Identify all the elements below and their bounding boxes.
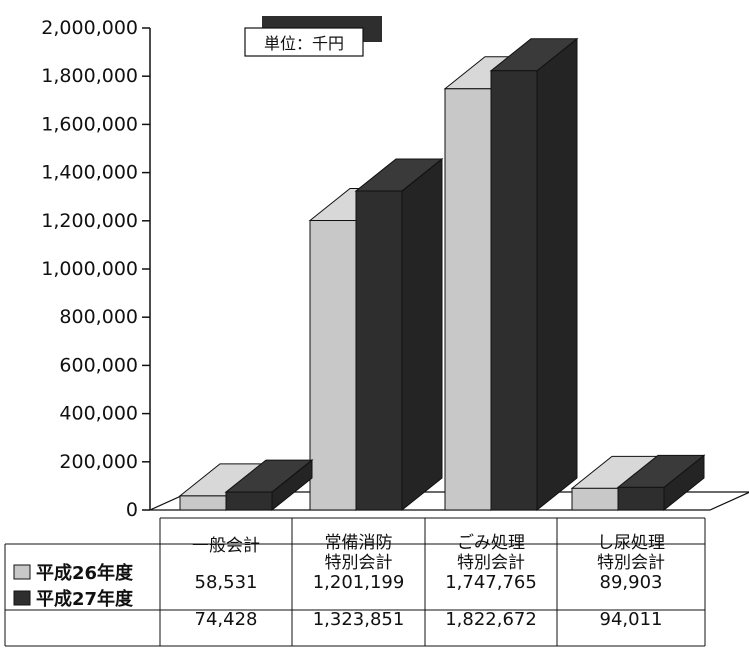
value-label: 1,323,851 <box>313 609 405 630</box>
bar-front <box>309 220 357 511</box>
bar-front <box>179 495 227 511</box>
value-label: 1,822,672 <box>445 609 537 630</box>
y-tick-label: 1,200,000 <box>41 210 138 232</box>
category-label: し尿処理 <box>597 533 665 553</box>
bar-front <box>617 486 665 511</box>
y-tick-label: 1,800,000 <box>41 65 138 87</box>
y-tick-label: 800,000 <box>59 306 138 328</box>
bar <box>224 459 314 512</box>
bar-side <box>536 37 578 512</box>
legend-label: 平成26年度 <box>36 562 134 584</box>
value-label: 74,428 <box>195 609 258 630</box>
bar <box>489 37 579 512</box>
bar-front <box>444 88 492 511</box>
y-tick-label: 400,000 <box>59 403 138 425</box>
y-tick-label: 0 <box>126 499 138 521</box>
value-label: 89,903 <box>600 572 663 593</box>
category-label: ごみ処理 <box>457 533 525 553</box>
value-label: 1,747,765 <box>445 572 537 593</box>
bar-front <box>355 190 403 511</box>
bar <box>354 157 444 512</box>
category-label: 常備消防 <box>325 533 393 553</box>
y-tick-label: 600,000 <box>59 354 138 376</box>
unit-box <box>244 27 364 57</box>
y-tick-label: 2,000,000 <box>41 17 138 39</box>
y-tick-label: 1,400,000 <box>41 162 138 184</box>
value-label: 1,201,199 <box>313 572 405 593</box>
category-label: 特別会計 <box>597 553 665 573</box>
bar <box>616 454 706 512</box>
y-axis: 0 200,000 400,000 600,000 800,000 1,000,000 1,… <box>41 17 151 521</box>
legend-swatch <box>13 564 31 580</box>
y-tick-label: 1,000,000 <box>41 258 138 280</box>
value-label: 94,011 <box>600 609 663 630</box>
value-label: 58,531 <box>195 572 258 593</box>
unit-note-box: 単位：千円 <box>244 16 382 57</box>
category-label: 特別会計 <box>325 553 393 573</box>
category-label: 一般会計 <box>192 536 260 556</box>
legend-label: 平成27年度 <box>36 588 134 610</box>
bar-front <box>490 70 538 511</box>
y-tick-label: 200,000 <box>59 451 138 473</box>
bar-front <box>571 487 619 511</box>
unit-note: 単位：千円 <box>264 34 344 53</box>
legend-swatch <box>13 590 31 606</box>
bar-side <box>401 157 443 512</box>
y-tick-label: 1,600,000 <box>41 113 138 135</box>
bar-front <box>225 491 273 511</box>
bars <box>178 37 706 512</box>
category-label: 特別会計 <box>457 553 525 573</box>
